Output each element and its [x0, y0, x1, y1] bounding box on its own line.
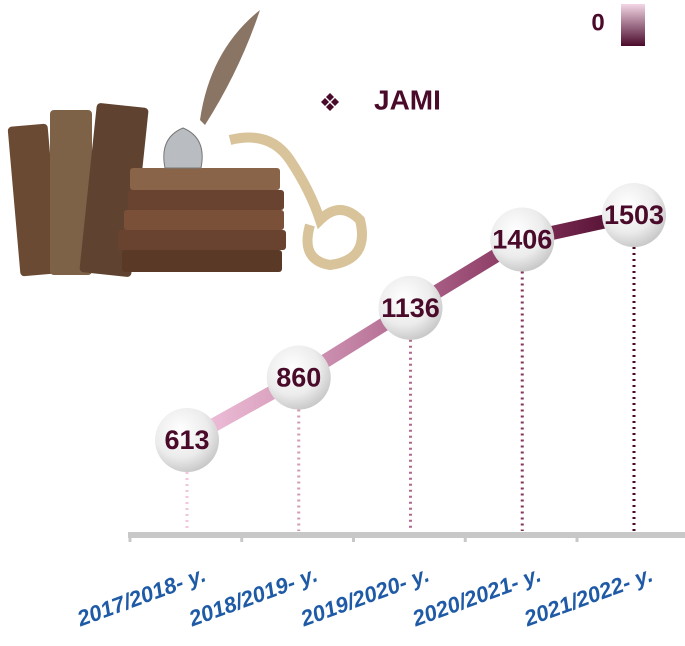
colorbar: [621, 4, 645, 46]
books-illustration: [7, 10, 367, 277]
value-label: 1406: [492, 225, 552, 255]
x-tick-label: 2020/2021- y.: [408, 562, 544, 632]
x-tick-label: 2019/2020- y.: [296, 562, 432, 632]
marker: [266, 345, 331, 410]
marker: [602, 183, 666, 247]
value-label: 860: [276, 363, 321, 393]
x-tick-label: 2018/2019- y.: [185, 562, 321, 632]
marker: [490, 207, 555, 272]
legend-label: JAMI: [374, 84, 441, 115]
value-label: 1136: [381, 293, 440, 323]
x-tick-label: 2017/2018- y.: [73, 562, 209, 632]
value-label: 1503: [604, 200, 664, 230]
x-tick-label: 2021/2022- y.: [520, 562, 656, 632]
legend-bullet: [321, 93, 339, 111]
marker: [155, 408, 219, 472]
colorbar-label: 0: [591, 9, 604, 36]
value-label: 613: [164, 425, 209, 455]
marker: [378, 275, 443, 340]
